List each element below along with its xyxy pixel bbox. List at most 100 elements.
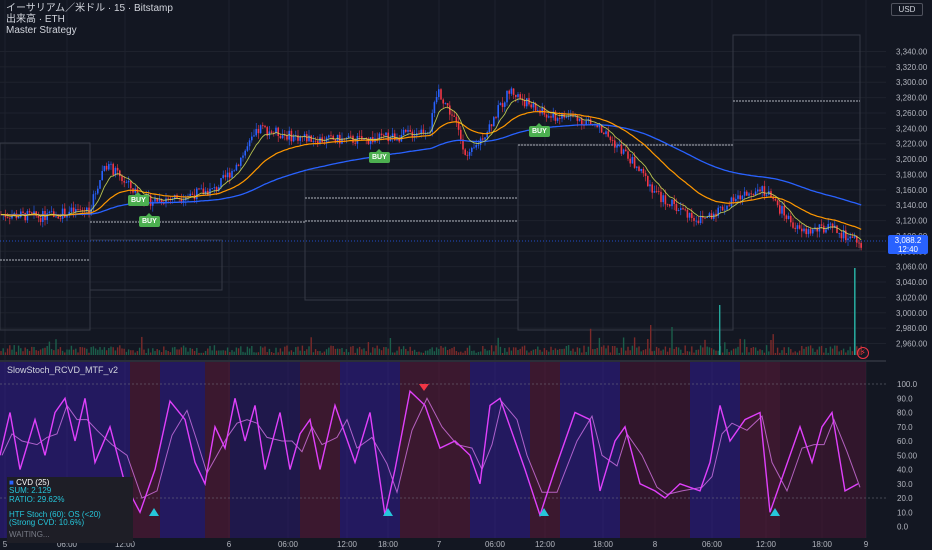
- candle-body: [851, 236, 854, 238]
- volume-bar: [583, 345, 585, 355]
- candle-body: [77, 209, 79, 210]
- volume-bar: [301, 345, 304, 355]
- candle-body: [86, 207, 88, 212]
- candle-body: [105, 165, 108, 170]
- volume-bar: [341, 347, 343, 355]
- volume-bar: [462, 352, 464, 355]
- indicator-zone: [740, 362, 780, 538]
- volume-bar: [213, 345, 216, 355]
- volume-bar: [369, 352, 372, 355]
- volume-bar: [218, 350, 220, 355]
- candle-body: [759, 189, 761, 192]
- volume-bar: [376, 345, 378, 355]
- volume-bar: [825, 347, 827, 355]
- price-axis-label: 3,140.00: [896, 201, 928, 210]
- volume-bar: [598, 337, 601, 355]
- volume-bar: [587, 346, 590, 355]
- candle-body: [92, 194, 95, 209]
- volume-bar: [231, 350, 233, 355]
- candle-body: [798, 225, 801, 229]
- candle-body: [627, 151, 629, 159]
- symbol-title[interactable]: イーサリアム／米ドル · 15 · Bitstamp: [6, 3, 173, 14]
- candle-body: [499, 103, 502, 106]
- volume-bar: [457, 352, 460, 355]
- volume-bar: [550, 346, 552, 355]
- volume-bar: [240, 346, 242, 355]
- time-axis[interactable]: 5 06:00 12:00 6 06:00 12:00 18:00 7 06:00 12:00 18…: [3, 540, 869, 549]
- volume-bar: [420, 352, 422, 355]
- candle-body: [847, 238, 849, 241]
- volume-bar: [33, 347, 35, 355]
- candle-body: [103, 165, 106, 171]
- volume-bar: [814, 351, 816, 355]
- currency-button[interactable]: USD: [891, 3, 923, 16]
- volume-bar: [57, 349, 59, 355]
- candle-body: [189, 193, 191, 196]
- volume-bar: [180, 347, 183, 355]
- volume-bar: [506, 351, 508, 355]
- volume-bar: [198, 352, 200, 355]
- volume-bar: [235, 347, 238, 355]
- price-axis-label: 3,260.00: [896, 109, 928, 118]
- price-axis-label: 3,220.00: [896, 140, 928, 149]
- indicator-axis[interactable]: 100.0 90.0 80.0 70.0 60.0 50.00 40.0 30.0 20.0 10…: [897, 380, 918, 532]
- volume-bar: [823, 352, 825, 355]
- price-axis-label: 2,960.00: [896, 340, 928, 349]
- volume-bar: [242, 351, 244, 355]
- volume-bar: [765, 345, 768, 355]
- volume-bar: [354, 352, 356, 355]
- candle-body: [706, 216, 708, 219]
- volume-bar: [686, 351, 689, 355]
- current-price-tag: 3,088.2 12:40: [888, 235, 928, 254]
- indicator-title[interactable]: SlowStoch_RCVD_MTF_v2: [7, 365, 119, 375]
- volume-bar: [748, 352, 750, 355]
- candle-body: [97, 188, 99, 194]
- candle-body: [229, 172, 231, 178]
- volume-bar: [785, 352, 788, 355]
- candle-body: [486, 132, 488, 138]
- candle-body: [457, 121, 460, 130]
- volume-bar: [138, 347, 141, 355]
- volume-bar: [358, 346, 361, 355]
- candle-body: [530, 104, 532, 108]
- volume-bar: [490, 345, 493, 355]
- volume-bar: [530, 350, 532, 355]
- volume-bar: [75, 348, 77, 355]
- candle-body: [631, 157, 634, 164]
- lightning-icon[interactable]: ⚡: [857, 347, 869, 359]
- candle-body: [750, 193, 752, 195]
- volume-bar: [655, 346, 658, 355]
- candle-body: [614, 140, 616, 148]
- candle-body: [66, 214, 68, 218]
- strategy-title[interactable]: Master Strategy: [6, 25, 77, 36]
- candle-body: [697, 220, 700, 224]
- volume-title[interactable]: 出来高 · ETH: [6, 14, 65, 25]
- candle-body: [385, 132, 387, 136]
- candle-body: [693, 218, 695, 221]
- candle-body: [332, 135, 334, 140]
- candle-body: [17, 217, 20, 219]
- candle-body: [259, 125, 262, 134]
- volume-bar: [398, 346, 400, 355]
- candle-body: [801, 228, 803, 232]
- volume-bar: [306, 349, 308, 355]
- candle-body: [180, 198, 183, 202]
- volume-bar: [704, 339, 706, 355]
- volume-bar: [680, 349, 682, 355]
- range-boxes: [0, 34, 861, 331]
- candle-body: [314, 140, 317, 142]
- volume-bar: [460, 351, 462, 355]
- volume-bar: [763, 352, 766, 355]
- volume-bar: [651, 351, 653, 355]
- volume-bar: [521, 346, 524, 355]
- time-axis-label: 6: [227, 540, 232, 549]
- candle-body: [636, 166, 638, 168]
- volume-bar: [424, 350, 427, 355]
- volume-bar: [13, 345, 15, 355]
- volume-bar: [559, 348, 561, 355]
- volume-bar: [497, 337, 499, 355]
- cvd-label: CVD (25): [16, 478, 50, 487]
- candle-body: [264, 125, 266, 128]
- oversold-signal-up: [149, 508, 159, 516]
